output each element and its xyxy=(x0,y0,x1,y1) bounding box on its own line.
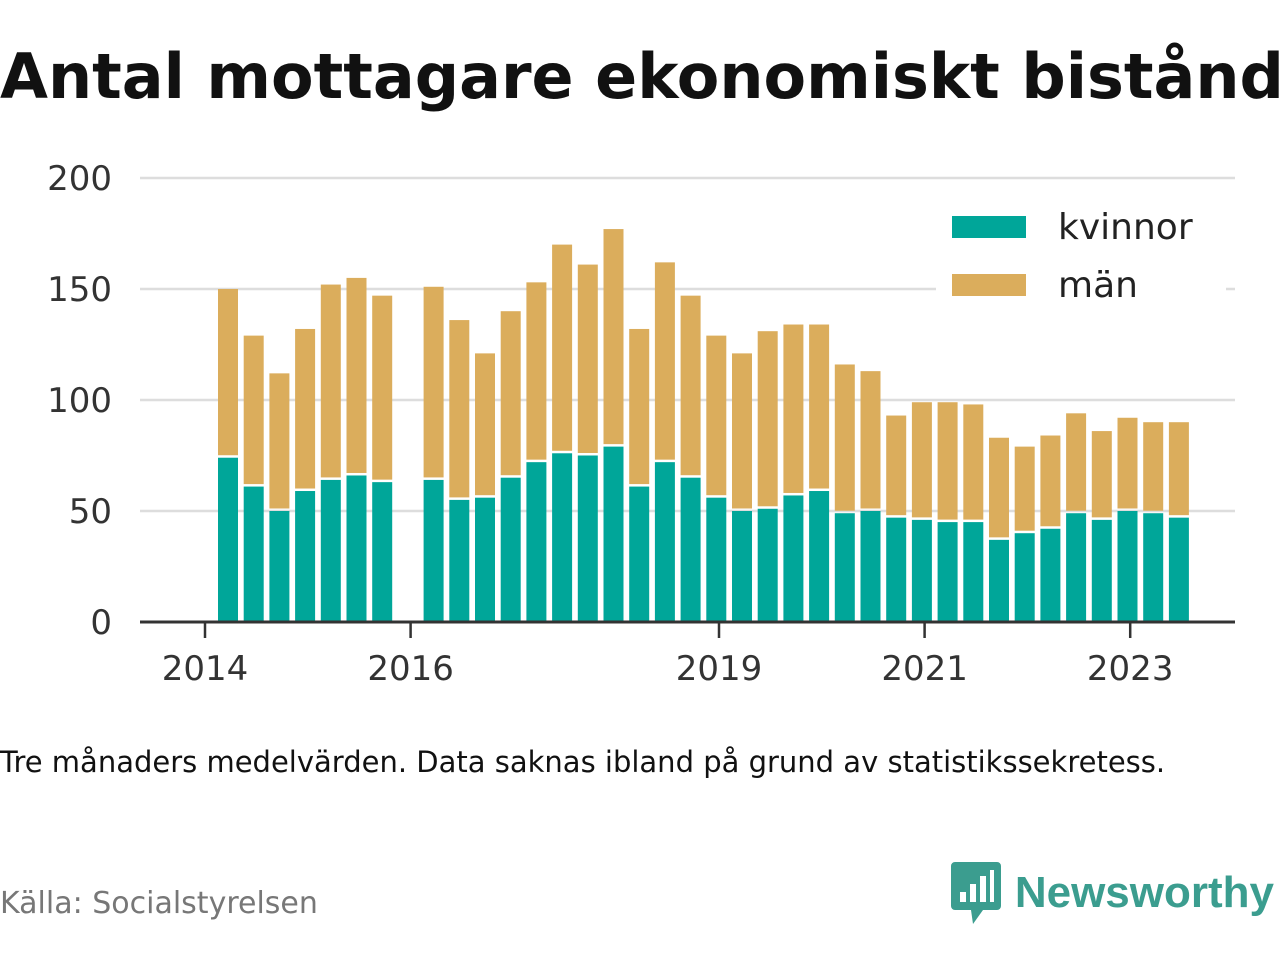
bar-man xyxy=(989,437,1009,538)
bar-kvinnor xyxy=(783,495,804,622)
bar-man xyxy=(937,402,958,520)
bar-kvinnor xyxy=(1168,517,1189,622)
bar-kvinnor xyxy=(372,482,393,622)
brand-logo: Newsworthy xyxy=(950,862,1274,924)
bar-kvinnor xyxy=(552,453,573,622)
x-axis-ticks: 2014 2016 2019 2021 2023 xyxy=(162,622,1174,689)
bar-man xyxy=(1014,446,1035,531)
bar-kvinnor xyxy=(706,497,727,622)
bar-kvinnor xyxy=(886,517,907,622)
bar-kvinnor xyxy=(911,519,932,622)
bar-kvinnor xyxy=(1143,513,1164,622)
bar-man xyxy=(475,353,495,496)
bar-man xyxy=(295,328,316,489)
bar-man xyxy=(552,244,573,451)
bar-man xyxy=(1117,417,1138,509)
bar-man xyxy=(911,402,932,518)
bar-man xyxy=(809,324,830,489)
bar-man xyxy=(680,295,701,476)
bar-kvinnor xyxy=(654,462,675,622)
bar-man xyxy=(603,229,624,445)
bar-kvinnor xyxy=(860,511,881,622)
x-tick-label: 2014 xyxy=(162,649,249,689)
bar-kvinnor xyxy=(475,497,495,622)
bar-kvinnor xyxy=(1117,511,1138,622)
bar-man xyxy=(449,320,470,498)
bar-kvinnor xyxy=(449,499,470,622)
bar-kvinnor xyxy=(346,475,367,622)
bar-kvinnor xyxy=(320,479,341,622)
newsworthy-logo-icon xyxy=(950,862,1001,924)
brand-name: Newsworthy xyxy=(1014,868,1274,917)
bar-man xyxy=(346,277,367,473)
bar-man xyxy=(1143,422,1164,511)
source-credit: Källa: Socialstyrelsen xyxy=(0,886,318,921)
bar-man xyxy=(423,286,444,478)
bar-man xyxy=(706,335,727,496)
bar-kvinnor xyxy=(809,491,830,622)
bar-kvinnor xyxy=(423,479,444,622)
bar-man xyxy=(1040,435,1061,527)
bar-kvinnor xyxy=(526,462,547,622)
bar-kvinnor xyxy=(937,522,958,622)
bar-man xyxy=(320,284,341,478)
bar-kvinnor xyxy=(1040,528,1061,622)
bar-man xyxy=(860,371,881,509)
bar-man xyxy=(834,364,855,511)
bar-man xyxy=(577,264,598,453)
bar-man xyxy=(269,373,290,509)
x-tick-label: 2021 xyxy=(881,649,968,689)
y-tick-label: 100 xyxy=(47,381,112,421)
legend-swatch xyxy=(952,274,1026,296)
bar-kvinnor xyxy=(989,539,1009,622)
y-tick-label: 0 xyxy=(90,603,112,643)
bar-kvinnor xyxy=(295,491,316,622)
bar-man xyxy=(243,335,264,485)
bar-man xyxy=(629,328,650,485)
bar-man xyxy=(218,289,238,456)
bar-kvinnor xyxy=(243,486,264,622)
legend-label: män xyxy=(1058,265,1138,306)
bar-man xyxy=(886,415,907,516)
bar-kvinnor xyxy=(680,477,701,622)
bar-kvinnor xyxy=(1091,519,1112,622)
chart-note: Tre månaders medelvärden. Data saknas ib… xyxy=(0,745,1166,779)
bar-man xyxy=(500,311,521,476)
bar-kvinnor xyxy=(269,511,290,622)
bar-man xyxy=(1091,431,1112,518)
y-tick-label: 150 xyxy=(47,270,112,310)
bar-kvinnor xyxy=(1066,513,1087,622)
bar-man xyxy=(783,324,804,493)
bar-kvinnor xyxy=(603,446,624,622)
bar-man xyxy=(732,353,752,509)
legend-label: kvinnor xyxy=(1058,207,1193,248)
bar-man xyxy=(654,262,675,460)
x-tick-label: 2019 xyxy=(676,649,763,689)
bar-kvinnor xyxy=(577,455,598,622)
x-tick-label: 2023 xyxy=(1087,649,1174,689)
bar-man xyxy=(757,331,778,507)
bar-man xyxy=(372,295,393,480)
x-tick-label: 2016 xyxy=(367,649,454,689)
legend: kvinnor män xyxy=(936,202,1226,320)
stacked-bar-chart: 0 50 100 150 200 2014 2016 2019 2021 2023 kvinno… xyxy=(47,159,1235,689)
bar-man xyxy=(526,282,547,460)
y-tick-label: 50 xyxy=(69,492,112,532)
bar-kvinnor xyxy=(757,508,778,622)
bar-kvinnor xyxy=(629,486,650,622)
bar-kvinnor xyxy=(963,522,984,622)
bar-man xyxy=(1168,422,1189,516)
chart-title: Antal mottagare ekonomiskt bistånd xyxy=(0,40,1280,113)
y-axis-labels: 0 50 100 150 200 xyxy=(47,159,112,643)
bar-kvinnor xyxy=(1014,533,1035,622)
bar-kvinnor xyxy=(218,457,238,622)
bar-man xyxy=(1066,413,1087,511)
bar-kvinnor xyxy=(500,477,521,622)
y-tick-label: 200 xyxy=(47,159,112,199)
bar-man xyxy=(963,404,984,520)
bar-kvinnor xyxy=(834,513,855,622)
bars xyxy=(218,229,1189,622)
bar-kvinnor xyxy=(732,511,752,622)
legend-swatch xyxy=(952,216,1026,238)
